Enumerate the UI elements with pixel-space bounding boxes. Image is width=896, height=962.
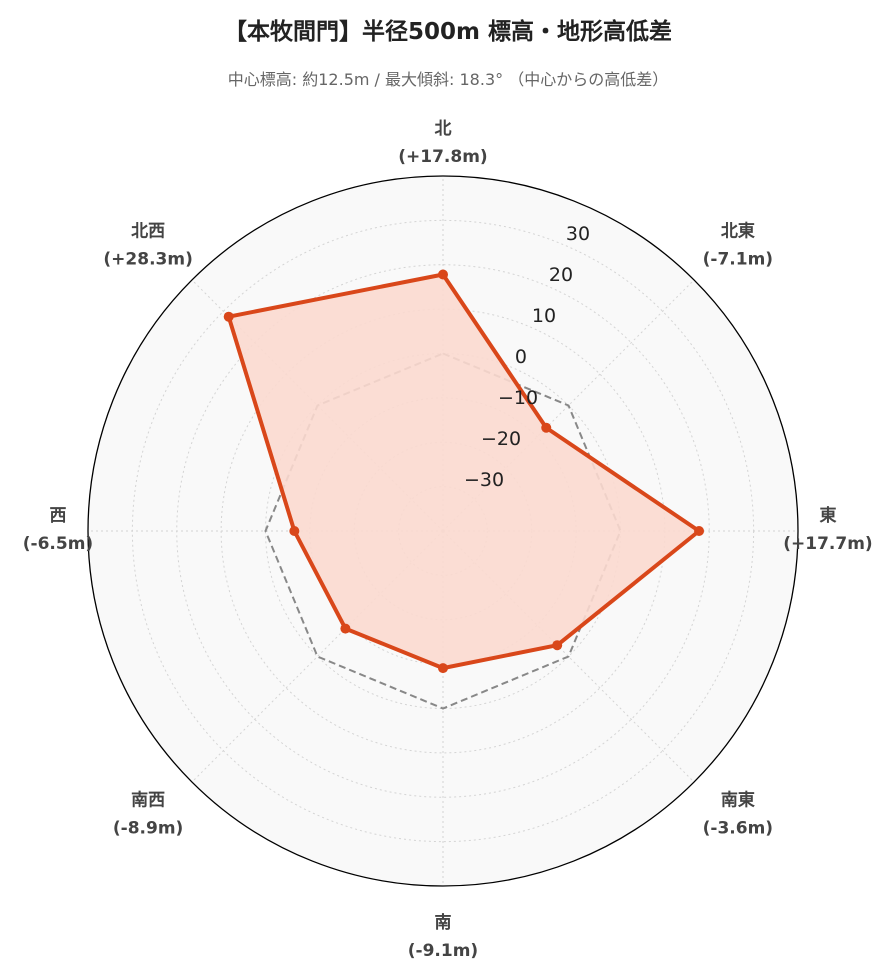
- direction-value-label: (-7.1m): [703, 249, 773, 269]
- direction-name: 東: [820, 505, 837, 526]
- data-point: [541, 422, 552, 433]
- direction-name: 南: [435, 912, 452, 933]
- direction-name: 南西: [131, 790, 165, 811]
- direction-value-label: (-9.1m): [408, 941, 478, 961]
- direction-name: 西: [50, 506, 67, 526]
- series-fill: [228, 274, 700, 669]
- direction-name: 北: [435, 119, 452, 139]
- direction-name: 南東: [721, 790, 755, 811]
- radial-tick-label: −30: [464, 469, 504, 491]
- polar-frame: [87, 175, 799, 887]
- radial-tick-label: 30: [566, 223, 590, 245]
- radial-tick-label: 10: [532, 305, 556, 327]
- direction-name: 北西: [131, 221, 165, 241]
- direction-value-label: (+17.7m): [783, 534, 872, 554]
- direction-value-label: (+17.8m): [398, 147, 487, 167]
- direction-name: 北東: [721, 220, 755, 241]
- grid-spoke: [191, 530, 444, 783]
- data-point: [438, 269, 448, 280]
- data-point: [340, 623, 351, 634]
- radial-tick-label: −20: [481, 428, 521, 450]
- grid-spoke: [442, 279, 695, 532]
- direction-labels: 北 (+17.8m) 北東 (-7.1m) 東 (+17.7m) 南東 (-3.6m) 南 (-9…: [23, 119, 873, 961]
- radial-tick-label: 20: [549, 264, 573, 286]
- data-point: [289, 526, 300, 536]
- data-point: [438, 663, 448, 674]
- direction-value-label: (-3.6m): [703, 819, 773, 839]
- radial-tick-label: −10: [498, 387, 538, 409]
- data-point: [694, 526, 705, 536]
- chart-title: 【本牧間門】半径500m 標高・地形高低差: [224, 19, 672, 45]
- radial-tick-label: 0: [515, 346, 527, 368]
- data-point: [552, 640, 563, 651]
- direction-value-label: (-6.5m): [23, 534, 93, 554]
- chart-subtitle: 中心標高: 約12.5m / 最大傾斜: 18.3° （中心からの高低差）: [227, 70, 669, 89]
- direction-value-label: (+28.3m): [103, 249, 192, 269]
- radial-tick-labels: −30 −20 −10 010 20 30: [464, 223, 590, 491]
- data-point: [223, 311, 234, 322]
- direction-value-label: (-8.9m): [113, 819, 183, 839]
- grid-spoke: [442, 530, 695, 783]
- elevation-series: [223, 269, 705, 674]
